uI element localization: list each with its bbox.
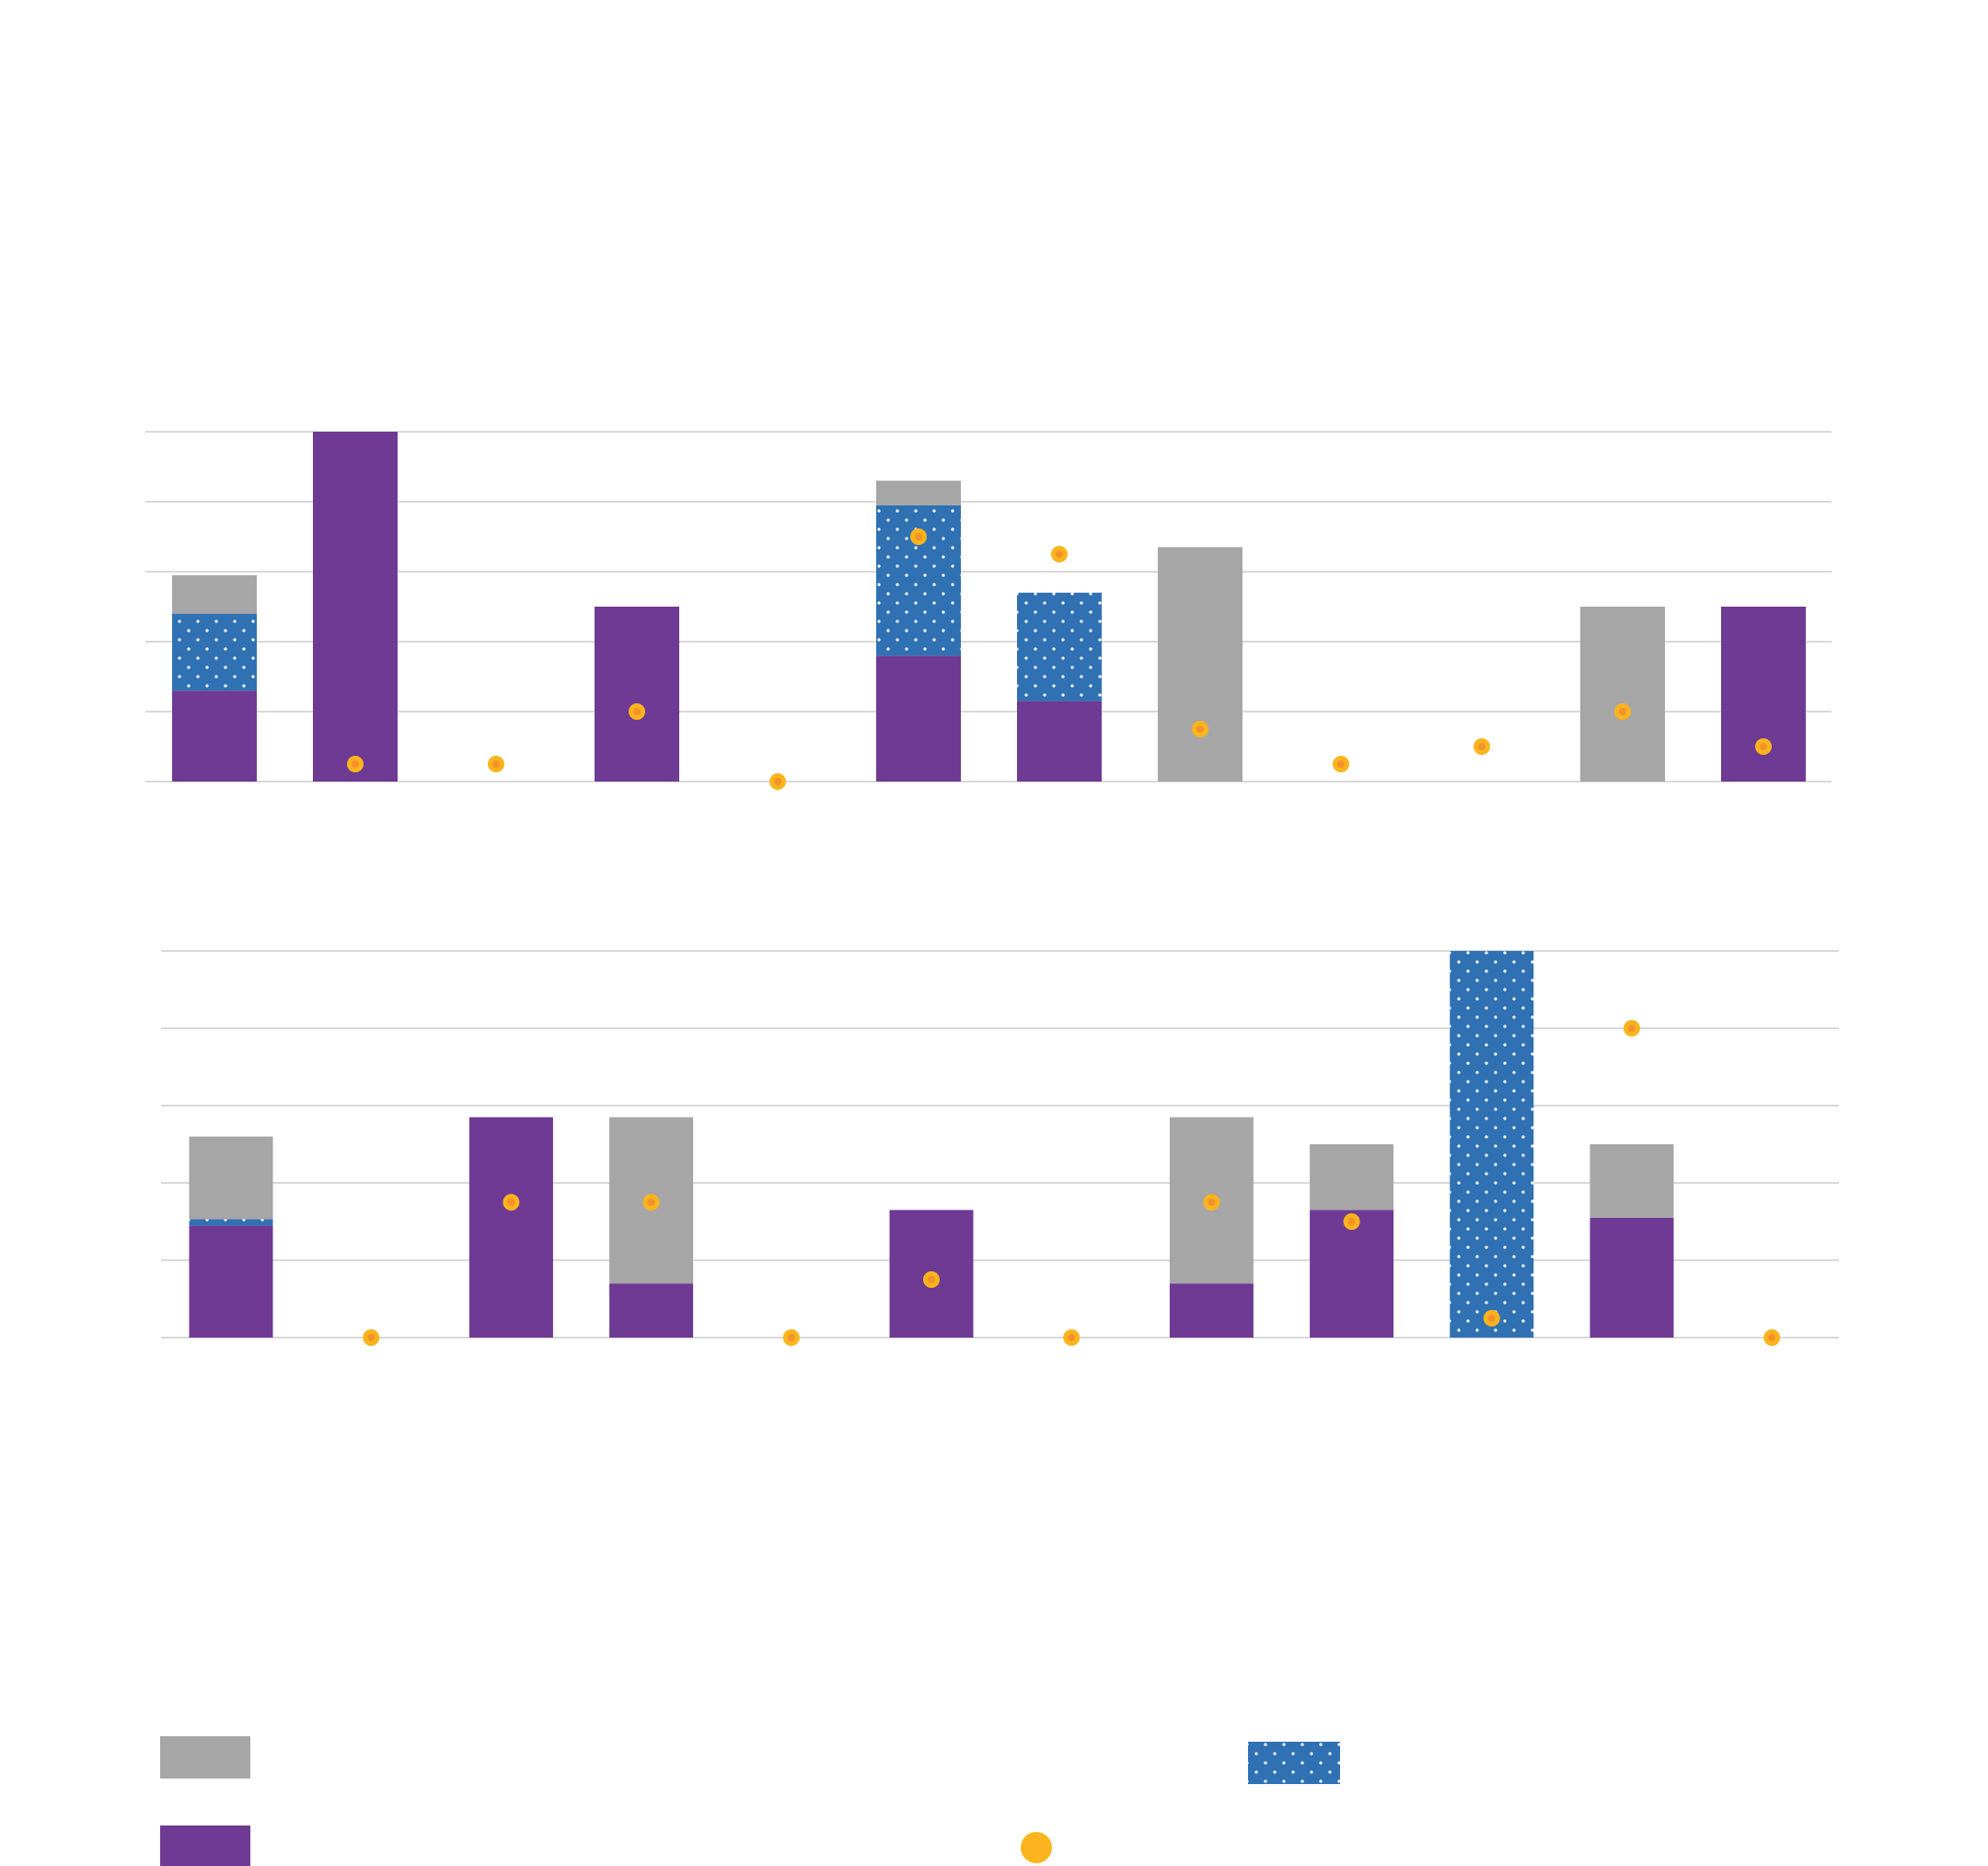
bar-segment-purple [595, 607, 679, 782]
bar-segment-grey [876, 481, 961, 505]
bar-segment-purple [189, 1225, 273, 1338]
bar-segment-grey [189, 1136, 273, 1220]
bar-segment-blue [1450, 951, 1534, 1338]
bar-segment-grey [1158, 547, 1242, 782]
legend-swatch-grey [160, 1736, 250, 1779]
marker-point [1483, 1310, 1500, 1327]
marker-point [642, 1194, 660, 1211]
bar-segment-blue [189, 1219, 273, 1226]
marker-point [363, 1329, 380, 1346]
marker-point [1051, 546, 1068, 562]
bar-segment-purple [1589, 1217, 1674, 1338]
marker-point [910, 528, 927, 545]
marker-point [1614, 703, 1631, 720]
bar-segment-purple [609, 1283, 694, 1338]
bar-segment-purple [172, 690, 257, 782]
bar-segment-blue [876, 504, 961, 656]
bar-segment-grey [1580, 607, 1665, 782]
marker-point [1763, 1329, 1781, 1346]
legend-swatch-blue [1248, 1742, 1340, 1784]
bar-segment-grey [1589, 1144, 1674, 1218]
bar-segment-purple [1169, 1283, 1254, 1338]
marker-point [923, 1271, 940, 1288]
marker-point [488, 756, 504, 772]
marker-point [782, 1329, 800, 1346]
marker-point [1333, 756, 1349, 772]
bar-segment-blue [1017, 592, 1102, 701]
marker-point [1203, 1194, 1220, 1211]
bar-segment-purple [468, 1117, 553, 1338]
marker-point [1624, 1020, 1640, 1037]
marker-point [769, 773, 786, 790]
legend-marker-dot [1021, 1832, 1052, 1863]
marker-point [1343, 1213, 1360, 1230]
marker-point [347, 756, 364, 772]
lower-chart-panel [161, 950, 1839, 1346]
marker-point [1192, 721, 1208, 737]
marker-point [503, 1194, 520, 1211]
bar-segment-purple [1721, 607, 1806, 782]
bar-segment-grey [172, 574, 257, 614]
bar-segment-purple [1017, 701, 1102, 782]
legend-swatch-purple [160, 1825, 250, 1866]
legend [160, 1736, 1340, 1866]
upper-chart-panel [145, 431, 1832, 790]
bar-segment-purple [876, 655, 961, 782]
marker-point [1755, 738, 1772, 755]
marker-point [1063, 1329, 1081, 1346]
marker-point [629, 703, 645, 720]
marker-point [1474, 738, 1490, 755]
bar-segment-purple [1310, 1210, 1394, 1338]
bar-segment-blue [172, 613, 257, 691]
bar-segment-purple [313, 432, 398, 782]
bar-segment-grey [1310, 1144, 1394, 1211]
